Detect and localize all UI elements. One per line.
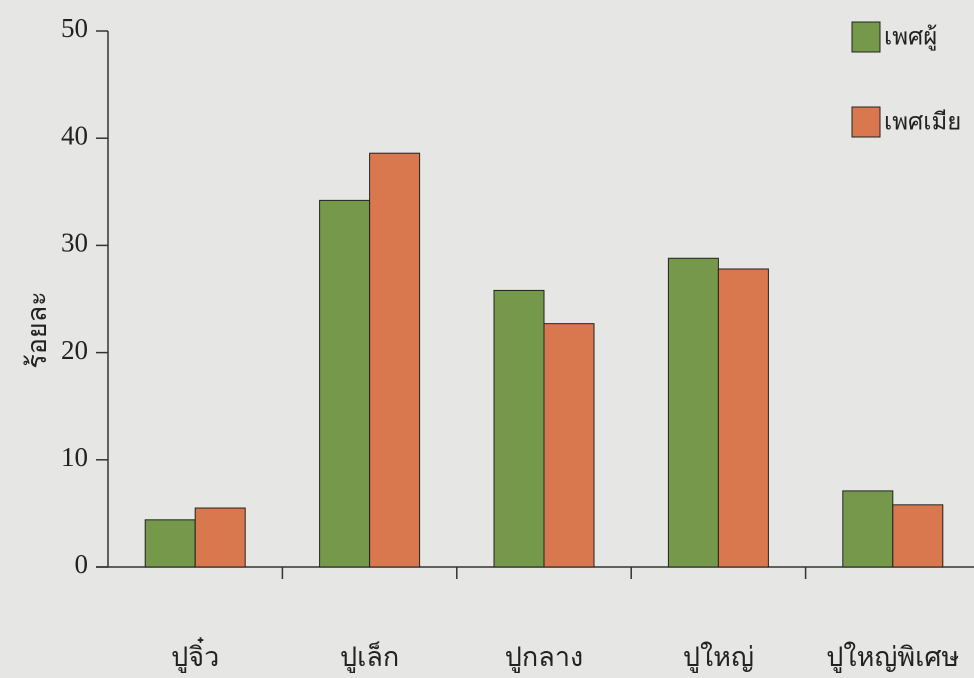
bar xyxy=(320,200,370,567)
legend-swatch xyxy=(852,107,880,137)
legend-label: เพศผู้ xyxy=(884,25,937,52)
bar xyxy=(893,505,943,567)
x-tick-label: ปูใหญ่ xyxy=(683,641,754,673)
y-tick-label: 30 xyxy=(61,228,88,258)
x-tick-label: ปูจิ๋ว xyxy=(171,637,219,673)
y-tick-label: 0 xyxy=(75,549,89,579)
y-axis-label: ร้อยละ xyxy=(22,291,52,369)
y-tick-label: 20 xyxy=(61,335,88,365)
x-tick-label: ปูกลาง xyxy=(505,642,583,673)
chart: ร้อยละ 0 10 20 30 40 50 ปูจิ๋ว ปูเล็ก ปูกลาง ปูให… xyxy=(0,0,974,678)
x-tick-label: ปูใหญ่พิเศษ xyxy=(826,641,959,673)
bar xyxy=(668,258,718,567)
y-tick-label: 40 xyxy=(61,120,88,150)
legend-swatch xyxy=(852,22,880,52)
bar xyxy=(494,290,544,567)
x-tick-label: ปูเล็ก xyxy=(340,639,399,673)
bar xyxy=(718,269,768,567)
bar xyxy=(370,153,420,567)
y-tick-label: 50 xyxy=(61,13,88,43)
bar xyxy=(843,491,893,567)
legend-label: เพศเมีย xyxy=(884,109,961,136)
bar xyxy=(195,508,245,567)
bar xyxy=(544,324,594,567)
bar xyxy=(145,520,195,567)
y-tick-label: 10 xyxy=(61,442,88,472)
